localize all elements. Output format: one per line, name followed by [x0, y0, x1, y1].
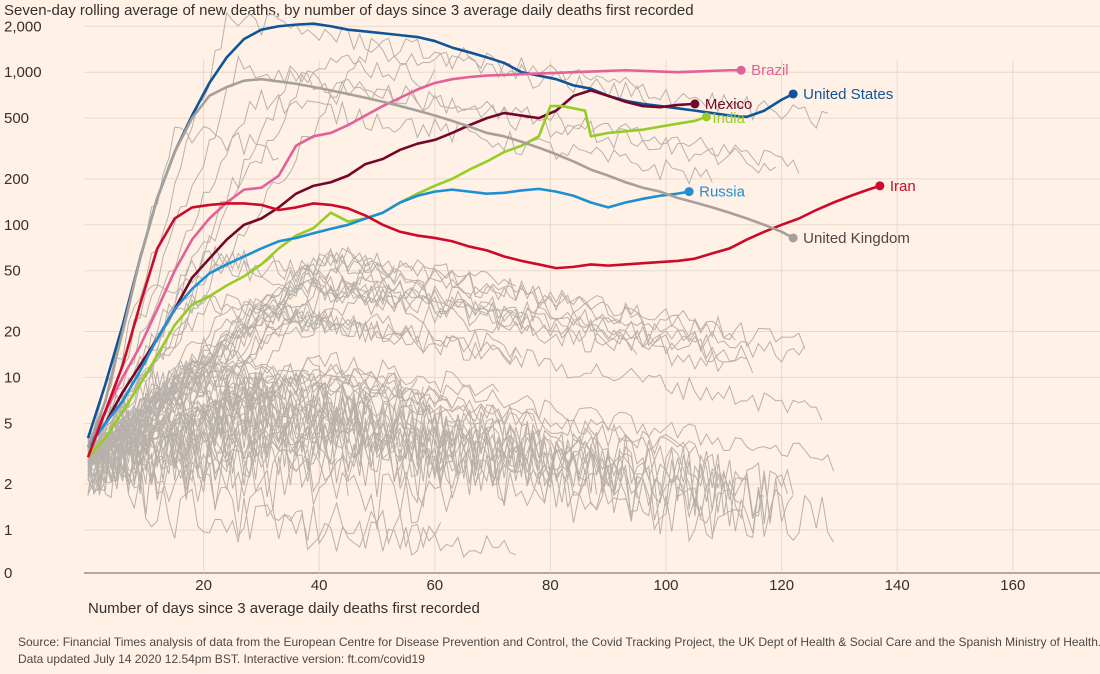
background-country-line: [87, 246, 372, 454]
series-end-marker: [788, 89, 798, 99]
series-end-marker: [736, 65, 746, 75]
series-end-marker: [684, 187, 694, 197]
background-country-line: [87, 88, 713, 450]
series-line: [86, 22, 794, 439]
background-country-line: [87, 298, 517, 470]
background-country-line: [87, 253, 806, 459]
background-country-line: [87, 69, 777, 466]
background-country-line: [87, 399, 476, 495]
background-country-line: [87, 364, 621, 496]
x-tick-label: 20: [195, 577, 212, 594]
series-line: [86, 68, 742, 448]
background-country-line: [87, 442, 442, 550]
y-tick-label: 1: [4, 522, 12, 539]
background-country-line: [87, 354, 696, 470]
series-label: Russia: [699, 184, 746, 201]
x-tick-label: 100: [653, 577, 678, 594]
x-axis-title: Number of days since 3 average daily dea…: [88, 600, 480, 617]
series-end-marker: [788, 233, 798, 243]
chart-subtitle: Seven-day rolling average of new deaths,…: [4, 2, 694, 19]
series-label: United States: [803, 86, 893, 103]
background-country-line: [87, 294, 754, 462]
background-country-line: [87, 369, 274, 483]
y-tick-label: 1,000: [4, 64, 42, 81]
series-line: [86, 77, 794, 448]
background-country-line: [87, 406, 794, 527]
background-country-line: [87, 11, 828, 450]
source-text: Source: Financial Times analysis of data…: [18, 635, 1100, 649]
background-country-line: [87, 397, 598, 495]
series-label: India: [712, 110, 745, 127]
source-note: Source: Financial Times analysis of data…: [18, 634, 1100, 668]
data-updated-text: Data updated July 14 2020 12.54pm BST. I…: [18, 652, 425, 666]
x-tick-label: 80: [542, 577, 559, 594]
series-line: [87, 104, 707, 459]
background-country-line: [87, 351, 499, 467]
y-tick-label: 2: [4, 476, 12, 493]
y-tick-label: 500: [4, 110, 29, 127]
highlighted-series: [86, 22, 881, 459]
series-end-marker: [690, 99, 700, 109]
background-country-line: [87, 394, 638, 518]
series-end-marker: [701, 112, 711, 122]
series-line: [86, 184, 881, 458]
series-label: Mexico: [705, 96, 753, 113]
background-country-line: [87, 364, 765, 520]
y-tick-label: 50: [4, 263, 21, 280]
background-series: [87, 11, 835, 558]
series-label: Iran: [890, 178, 916, 195]
background-country-line: [87, 364, 279, 453]
x-tick-label: 120: [769, 577, 794, 594]
background-country-line: [87, 363, 835, 472]
series-label: Brazil: [751, 62, 789, 79]
series-end-marker: [875, 181, 885, 191]
series-label: United Kingdom: [803, 230, 910, 247]
y-tick-label: 5: [4, 415, 12, 432]
y-tick-label: 0: [4, 565, 12, 582]
background-country-line: [87, 451, 516, 558]
x-tick-label: 140: [885, 577, 910, 594]
background-country-line: [87, 422, 257, 486]
series-line: [86, 187, 690, 448]
y-tick-label: 100: [4, 217, 29, 234]
x-tick-label: 160: [1000, 577, 1025, 594]
x-tick-label: 60: [426, 577, 443, 594]
background-country-line: [87, 426, 724, 543]
y-tick-label: 200: [4, 171, 29, 188]
x-tick-label: 40: [311, 577, 328, 594]
y-tick-label: 20: [4, 323, 21, 340]
y-tick-label: 2,000: [4, 18, 42, 35]
series-line: [86, 89, 695, 448]
axis-ticks: 0 1 2 5 10 20 50 100 200 500 1,000 2,000 20 40 60 80 100…: [4, 18, 1025, 594]
background-country-line: [87, 250, 713, 468]
y-tick-label: 10: [4, 369, 21, 386]
